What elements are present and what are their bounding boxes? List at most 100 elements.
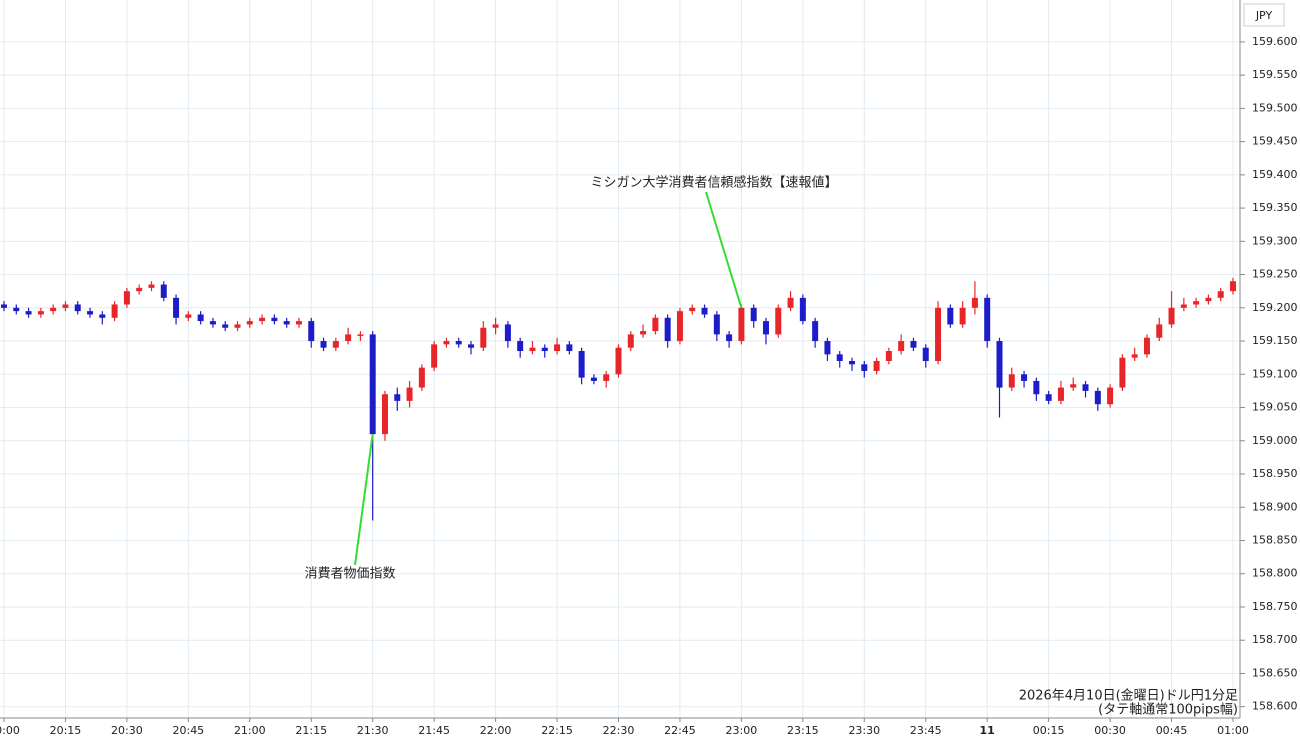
candle-body [726,334,733,342]
y-tick-label: 159.100 [1252,367,1298,380]
candle-body [615,347,622,375]
candle-body [357,334,364,336]
y-tick-label: 159.500 [1252,101,1298,114]
y-tick-label: 159.150 [1252,334,1298,347]
candle-body [394,394,401,401]
x-tick-label: 22:00 [480,724,512,737]
y-tick-label: 159.300 [1252,234,1298,247]
candle-body [136,287,143,292]
candle-body [664,317,671,342]
caption-line: 2026年4月10日(金曜日)ドル円1分足 [1019,688,1238,704]
candle-body [947,307,954,325]
candle-body [738,307,745,342]
x-tick-label: 21:45 [418,724,450,737]
x-tick-label: 22:15 [541,724,573,737]
candle-body [381,394,388,435]
caption-line: (タテ軸通常100pips幅) [1098,703,1238,718]
candle-body [480,327,487,348]
annotation-leader [354,433,374,566]
candle-body [13,307,20,312]
candle-body [1021,374,1028,381]
candle-body [185,314,192,318]
currency-label: JPY [1255,9,1273,22]
candle-body [1057,387,1064,401]
y-tick-label: 159.600 [1252,35,1298,48]
candle-body [1205,297,1212,302]
x-tick-label: 00:15 [1033,724,1065,737]
candle-body [1168,307,1175,325]
candle-body [406,387,413,401]
candle-body [713,314,720,335]
x-tick-label: 23:30 [848,724,880,737]
candle-body [234,324,241,328]
candle-body [676,311,683,342]
y-tick-label: 158.800 [1252,567,1298,580]
y-tick-label: 158.600 [1252,700,1298,713]
candle-body [504,324,511,342]
candle-body [123,291,130,305]
candle-body [1008,374,1015,388]
candle-body [885,351,892,361]
candle-body [554,344,561,352]
candle-body [369,334,376,435]
y-tick-label: 159.550 [1252,68,1298,81]
candle-body [345,334,352,342]
y-tick-label: 158.850 [1252,533,1298,546]
candle-body [652,317,659,332]
x-tick-label: 00:45 [1156,724,1188,737]
candle-body [566,344,573,352]
y-tick-label: 158.950 [1252,467,1298,480]
candle-body [1143,337,1150,355]
candle-body [701,307,708,315]
candle-body [418,367,425,388]
candle-body [640,331,647,335]
candle-body [332,341,339,348]
candle-body [308,321,315,342]
candle-body [74,304,81,312]
x-tick-label: 01:00 [1217,724,1249,737]
candle-body [1,304,7,308]
y-tick-label: 159.450 [1252,135,1298,148]
candle-body [922,347,929,361]
candle-body [99,314,106,318]
candle-body [431,344,438,368]
candle-body [578,351,585,378]
candle-body [492,324,499,328]
candle-body [689,307,696,312]
candle-body [246,321,253,325]
candle-body [799,297,806,322]
candle-body [541,347,548,352]
candle-body [959,307,966,325]
candle-body [1156,324,1163,338]
y-tick-label: 159.200 [1252,301,1298,314]
candle-body [62,304,69,308]
candle-body [209,321,216,325]
candle-body [295,321,302,325]
candle-body [111,304,118,318]
candle-body [1082,384,1089,391]
candle-body [836,354,843,361]
x-tick-label: 20:15 [50,724,82,737]
candle-body [25,311,32,315]
x-tick-label: 11 [980,724,995,737]
candle-body [1230,281,1236,292]
candle-body [529,347,536,352]
candle-body [1180,304,1187,308]
y-tick-label: 158.750 [1252,600,1298,613]
x-tick-label: 20:30 [111,724,143,737]
y-tick-label: 159.050 [1252,401,1298,414]
candle-body [37,311,44,315]
candle-body [812,321,819,342]
candle-body [1119,357,1126,388]
candle-body [148,284,155,288]
x-tick-label: 20:00 [0,724,20,737]
candle-body [935,307,942,361]
candle-body [590,377,597,381]
annotation-label: 消費者物価指数 [304,567,395,582]
candle-body [603,374,610,381]
candle-body [849,360,856,365]
candle-body [160,284,167,298]
candle-body [1131,354,1138,358]
